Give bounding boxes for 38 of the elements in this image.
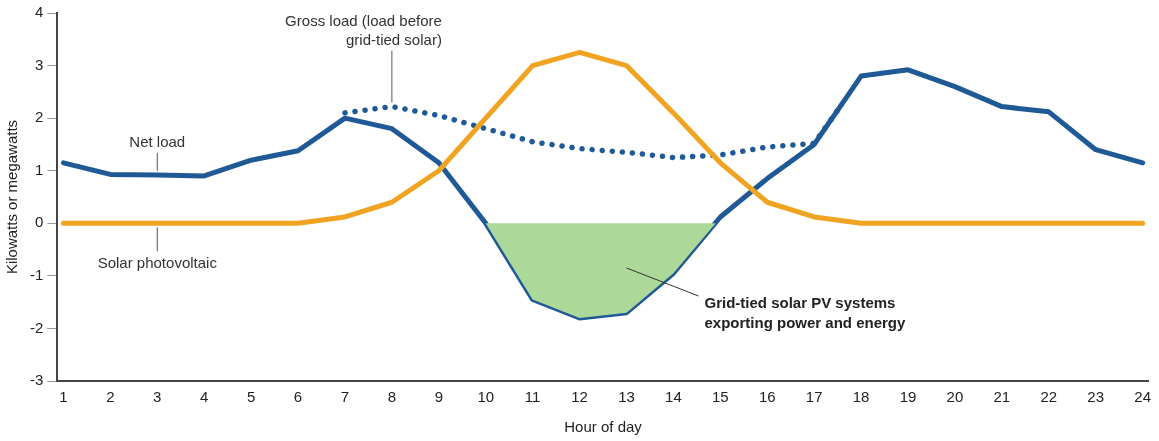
x-tick-label: 11: [524, 388, 541, 406]
x-tick-label: 4: [200, 388, 209, 406]
x-tick-label: 14: [665, 388, 682, 406]
y-tick-label: -2: [29, 318, 44, 336]
y-tick-label: 1: [34, 160, 44, 178]
x-tick-label: 1: [59, 388, 68, 406]
x-tick-label: 6: [293, 388, 303, 406]
y-tick-label: 3: [34, 55, 44, 73]
x-tick-label: 10: [477, 388, 495, 406]
x-tick-label: 19: [899, 388, 917, 406]
y-tick-label: 0: [34, 213, 44, 231]
text: Solar photovoltaic: [97, 254, 218, 272]
y-axis-title: Kilowatts or megawatts: [3, 119, 21, 275]
x-tick-label: 24: [1134, 388, 1151, 406]
y-tick-label: 4: [34, 3, 44, 21]
x-tick-label: 22: [1040, 388, 1058, 406]
x-axis-title: Hour of day: [564, 418, 643, 436]
x-tick-label: 13: [618, 388, 635, 406]
x-tick-label: 3: [153, 388, 162, 406]
x-tick-label: 15: [712, 388, 729, 406]
x-tick-label: 12: [571, 388, 588, 406]
x-tick-label: 17: [805, 388, 823, 406]
y-tick-label: -3: [29, 371, 44, 389]
y-tick-label: -1: [29, 266, 44, 283]
series-label: Net load: [129, 132, 186, 150]
x-tick-label: 21: [993, 388, 1011, 406]
x-tick-label: 5: [246, 388, 256, 406]
x-tick-label: 8: [387, 388, 397, 406]
text: Gross load (load before grid-tied solar): [285, 11, 442, 48]
x-tick-label: 16: [758, 388, 776, 406]
annotation: Grid-tied solar PV systems exporting power and energy: [704, 293, 907, 331]
x-tick-label: 9: [434, 388, 443, 406]
x-tick-label: 18: [852, 388, 870, 406]
x-tick-label: 2: [106, 388, 115, 406]
x-tick-label: 20: [946, 388, 964, 406]
x-tick-label: 7: [340, 388, 350, 406]
x-tick-label: 23: [1087, 388, 1105, 406]
y-tick-label: 2: [34, 108, 44, 126]
